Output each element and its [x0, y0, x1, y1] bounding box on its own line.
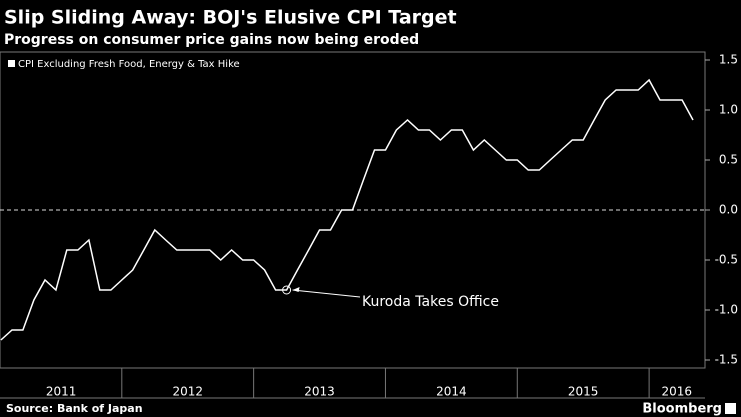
brand-icon: [725, 403, 736, 414]
y-tick-label: -0.5: [715, 253, 738, 267]
annotation-text: Kuroda Takes Office: [362, 294, 499, 310]
chart-title: Slip Sliding Away: BOJ's Elusive CPI Tar…: [4, 7, 457, 29]
x-tick-label: 2011: [46, 385, 77, 399]
x-tick-label: 2016: [662, 385, 693, 399]
chart-subtitle: Progress on consumer price gains now bei…: [4, 32, 419, 48]
y-tick-label: 1.5: [719, 53, 738, 67]
y-tick-label: -1.5: [715, 353, 738, 367]
y-tick-label: -1.0: [715, 303, 738, 317]
y-tick-label: 1.0: [719, 103, 738, 117]
legend-swatch: [8, 60, 15, 67]
y-tick-label: 0.0: [719, 203, 738, 217]
x-tick-label: 2015: [568, 385, 599, 399]
x-tick-label: 2012: [172, 385, 203, 399]
annotation-marker: [282, 285, 292, 295]
series-line: [0, 78, 694, 341]
annotation-arrowhead: [292, 287, 300, 292]
brand: Bloomberg: [642, 402, 722, 417]
y-tick-label: 0.5: [719, 153, 738, 167]
annotation-arrow: [292, 289, 361, 298]
x-tick-label: 2014: [436, 385, 467, 399]
source: Source: Bank of Japan: [6, 402, 143, 415]
x-tick-label: 2013: [304, 385, 335, 399]
legend-label: CPI Excluding Fresh Food, Energy & Tax H…: [18, 59, 240, 70]
